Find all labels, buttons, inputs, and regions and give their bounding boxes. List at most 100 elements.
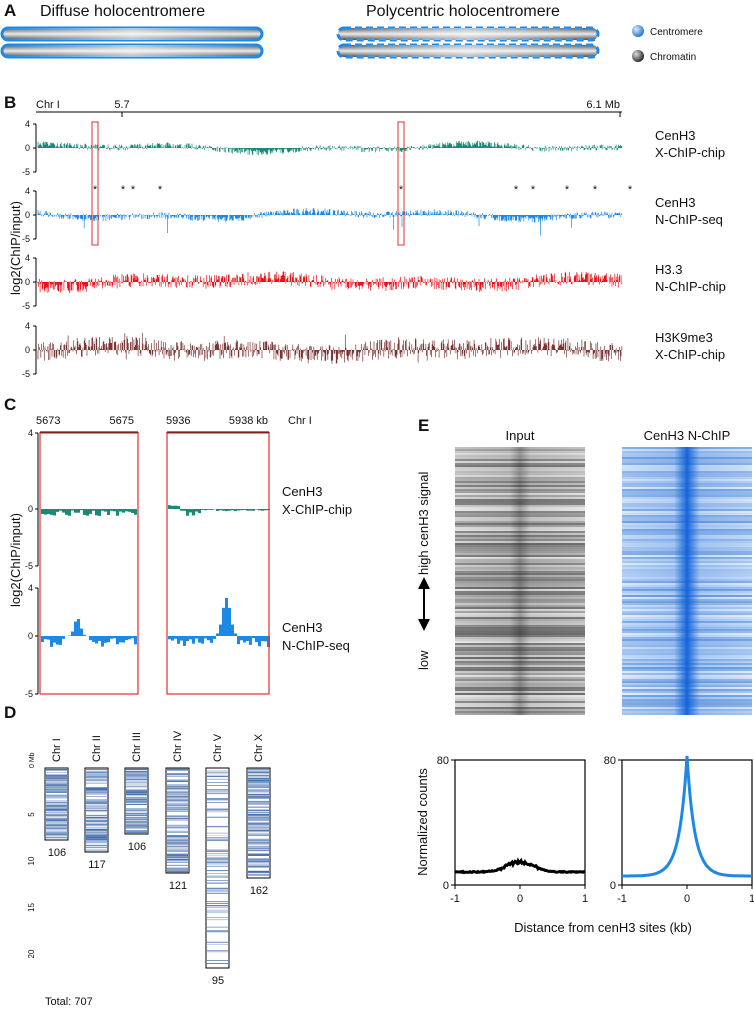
- signal-bar: [110, 509, 113, 511]
- y-tick-label: -5: [22, 369, 30, 379]
- signal-bar: [192, 636, 195, 644]
- site-count: 117: [88, 859, 106, 871]
- y-axis-label: log2(ChIP/input): [8, 201, 23, 295]
- ruler-label: 6.1 Mb: [586, 99, 620, 111]
- signal-bar: [171, 636, 174, 641]
- signal-bar: [53, 509, 56, 516]
- signal-bar: [210, 636, 213, 643]
- y-tick-label: 0: [25, 210, 30, 220]
- ruler-label: 5936: [166, 415, 190, 427]
- signal-bar: [41, 509, 44, 514]
- signal-bar: [65, 509, 68, 515]
- track-label: CenH3: [282, 484, 322, 499]
- signal-bar: [168, 505, 171, 509]
- heatmap-title: CenH3 N-ChIP: [644, 428, 731, 443]
- signal-bar: [89, 636, 92, 641]
- signal-bar: [180, 636, 183, 641]
- signal-bar: [210, 509, 213, 510]
- signal-bar: [204, 636, 207, 639]
- asterisk: *: [514, 184, 519, 196]
- signal-bar: [56, 636, 59, 645]
- heatmap-center: [455, 447, 585, 715]
- y-tick-label: 4: [25, 253, 30, 263]
- signal-trace: [37, 207, 623, 236]
- panel-label: A: [4, 1, 16, 20]
- signal-bar: [50, 509, 53, 515]
- capsule-highlight: [338, 28, 598, 40]
- signal-bar: [131, 636, 134, 639]
- asterisk: *: [131, 184, 136, 196]
- signal-trace: [37, 140, 623, 156]
- signal-bar: [171, 505, 174, 509]
- chromosome: [205, 767, 230, 969]
- capsule-highlight: [2, 28, 262, 40]
- chromosome-label: Chr I: [288, 415, 312, 427]
- signal-bar: [180, 509, 183, 511]
- chromosome-name: Chr I: [51, 738, 63, 762]
- ruler-label: 5675: [110, 415, 134, 427]
- signal-bar: [119, 636, 122, 643]
- signal-bar: [50, 636, 53, 647]
- x-tick-label: -1: [450, 893, 460, 905]
- x-tick-label: 1: [749, 893, 754, 905]
- site-count: 162: [250, 885, 268, 897]
- signal-bar: [189, 636, 192, 640]
- signal-bar: [168, 636, 171, 640]
- signal-bar: [95, 509, 98, 516]
- chromosome-name: Chr V: [212, 733, 224, 762]
- signal-bar: [234, 509, 237, 511]
- signal-bar: [195, 636, 198, 639]
- signal-bar: [59, 636, 62, 645]
- signal-bar: [216, 509, 219, 511]
- signal-bar: [104, 509, 107, 512]
- highlight-box: [397, 121, 405, 246]
- y-tick-label: 0: [28, 504, 33, 514]
- chromosome-label: Chr I: [36, 99, 60, 111]
- panel-label: D: [4, 703, 16, 722]
- signal-bar: [204, 509, 207, 511]
- y-tick-label: 4: [25, 321, 30, 331]
- signal-bar: [249, 509, 252, 511]
- y-tick-label: 0: [443, 880, 449, 892]
- signal-bar: [134, 509, 137, 515]
- signal-bar: [41, 636, 44, 643]
- y-axis-label: log2(ChIP/input): [8, 513, 23, 607]
- profile-curve: [454, 857, 585, 875]
- signal-bar: [228, 607, 231, 636]
- signal-bar: [201, 509, 204, 510]
- signal-bar: [261, 509, 264, 511]
- signal-bar: [237, 636, 240, 645]
- signal-trace: [37, 332, 623, 364]
- signal-bar: [116, 636, 119, 645]
- signal-bar: [228, 509, 231, 511]
- signal-bar: [98, 636, 101, 641]
- asterisk: *: [531, 184, 536, 196]
- region-box: [39, 432, 139, 695]
- signal-bar: [74, 621, 77, 636]
- track-label: N-ChIP-seq: [282, 638, 350, 653]
- signal-bar: [47, 636, 50, 640]
- site-count: 106: [128, 841, 146, 853]
- signal-bar: [240, 636, 243, 641]
- signal-bar: [104, 636, 107, 643]
- y-tick-label: 4: [25, 186, 30, 196]
- signal-bar: [234, 633, 237, 636]
- chromosome-name: Chr III: [131, 732, 143, 762]
- signal-bar: [107, 509, 110, 515]
- signal-bar: [92, 509, 95, 511]
- signal-bar: [98, 509, 101, 516]
- signal-bar: [125, 509, 128, 512]
- highlight-box: [91, 121, 99, 246]
- axis-tick-label: 10: [27, 856, 36, 865]
- signal-bar: [95, 636, 98, 644]
- legend-label: Chromatin: [650, 52, 696, 63]
- signal-bar: [261, 636, 264, 642]
- signal-bar: [207, 636, 210, 641]
- x-tick-label: -1: [617, 893, 627, 905]
- signal-bar: [134, 636, 137, 645]
- signal-label: low: [416, 650, 431, 670]
- chromosome-name: Chr X: [253, 733, 265, 762]
- signal-bar: [243, 509, 246, 510]
- x-tick-label: 0: [684, 893, 690, 905]
